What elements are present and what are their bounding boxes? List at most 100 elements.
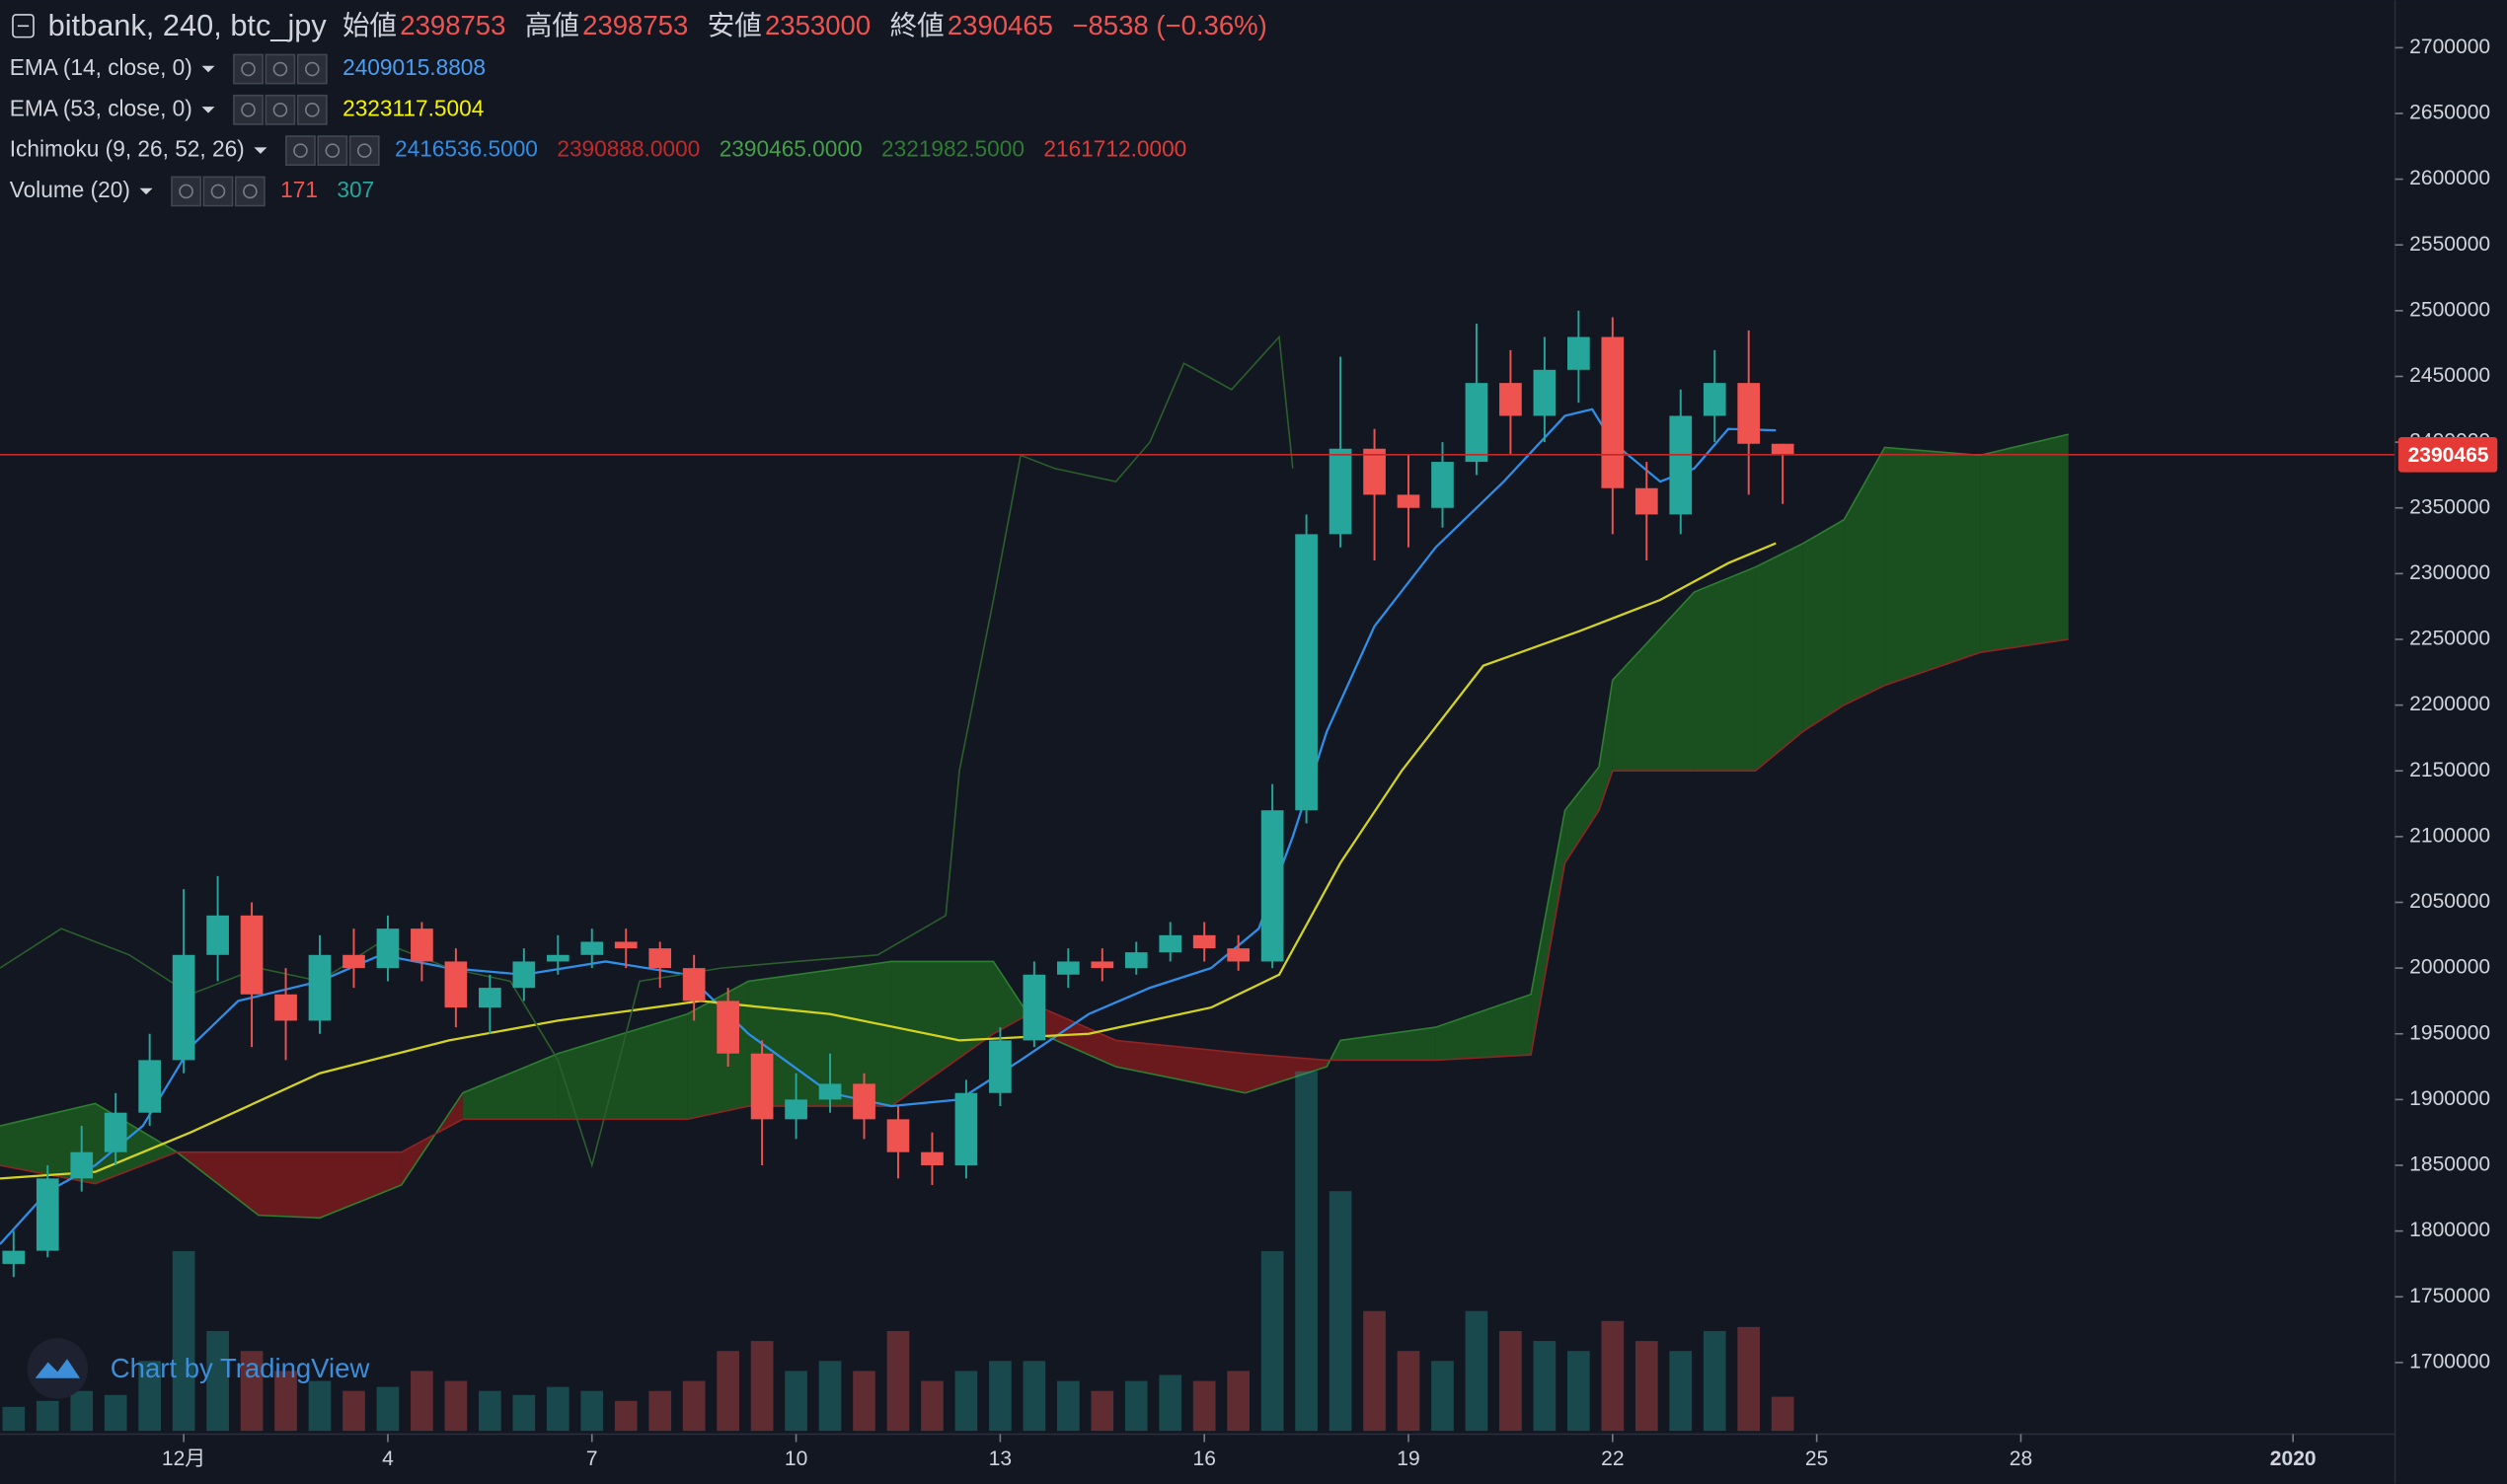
indicator-button-icon <box>210 184 226 199</box>
candle-body <box>1669 415 1693 515</box>
volume-bar <box>479 1390 501 1432</box>
quote-name: 高値 <box>525 10 579 40</box>
candle-body <box>1159 934 1182 953</box>
candle-body <box>342 954 365 969</box>
volume-bar <box>444 1380 468 1432</box>
indicator-button-icon <box>356 143 372 158</box>
cloud-segment <box>1435 994 1532 1061</box>
volume-bar <box>989 1361 1012 1432</box>
candle-body <box>580 941 604 955</box>
indicator-button[interactable] <box>285 135 316 167</box>
volume-bar <box>376 1386 400 1432</box>
cloud-segment <box>1564 767 1600 863</box>
watermark: Chart by TradingView <box>27 1338 370 1399</box>
candle-body <box>1124 952 1148 969</box>
candle-body <box>1703 383 1726 416</box>
quote-value: 2353000 <box>765 10 871 40</box>
volume-bar <box>1669 1351 1693 1432</box>
volume-bar <box>614 1400 638 1432</box>
volume-bar <box>818 1361 842 1432</box>
volume-bar <box>1124 1380 1148 1432</box>
candle-body <box>785 1099 807 1120</box>
indicator-value: 2390465.0000 <box>720 136 863 162</box>
quote-name: 終値 <box>890 10 945 40</box>
indicator-button[interactable] <box>265 94 296 125</box>
cloud-segment <box>1694 566 1756 772</box>
candle-body <box>1533 369 1557 416</box>
cloud-segment <box>462 1053 559 1120</box>
watermark-logo <box>27 1338 89 1399</box>
indicator-button-icon <box>241 103 256 117</box>
dropdown-arrow[interactable] <box>139 187 153 195</box>
indicator-button[interactable] <box>233 53 264 85</box>
y-tick-label: 2150000 <box>2409 759 2490 781</box>
indicator-line <box>0 408 1777 1245</box>
candle-body <box>36 1178 59 1251</box>
candle-body <box>1737 383 1761 444</box>
indicator-button[interactable] <box>265 53 296 85</box>
chart-title: bitbank, 240, btc_jpy <box>48 8 328 42</box>
cloud-segment <box>1340 1027 1436 1061</box>
volume-bar <box>411 1371 433 1432</box>
candle-body <box>479 988 501 1008</box>
x-tick-label: 7 <box>586 1447 598 1470</box>
y-tick-label: 2550000 <box>2409 233 2490 256</box>
candle-body <box>717 1001 739 1054</box>
candle-body <box>274 994 297 1021</box>
candle-body <box>206 915 229 955</box>
price-label-box <box>2397 436 2498 473</box>
indicator-button[interactable] <box>348 135 380 167</box>
volume-bar <box>274 1371 297 1432</box>
x-tick-label: 16 <box>1192 1447 1215 1470</box>
dropdown-arrow[interactable] <box>254 147 267 154</box>
y-tick-label: 2250000 <box>2409 628 2490 650</box>
dropdown-arrow[interactable] <box>201 65 215 73</box>
volume-bar <box>853 1371 875 1432</box>
volume-bar <box>546 1386 570 1432</box>
dropdown-arrow[interactable] <box>201 107 215 113</box>
candle-body <box>1397 494 1420 508</box>
indicator-button-icon <box>325 143 341 158</box>
volume-bar <box>1703 1330 1726 1432</box>
x-tick-label: 19 <box>1397 1447 1419 1470</box>
indicator-button[interactable] <box>233 94 264 125</box>
volume-bar <box>172 1250 195 1432</box>
volume-bar <box>240 1351 264 1432</box>
y-tick-label: 2100000 <box>2409 824 2490 847</box>
candle-body <box>750 1053 774 1120</box>
quote-value: 2398753 <box>582 10 688 40</box>
indicator-button[interactable] <box>202 176 234 207</box>
cloud-segment <box>748 961 892 1107</box>
indicator-name: EMA (14, close, 0) <box>10 54 192 80</box>
y-tick-label: 2600000 <box>2409 167 2490 189</box>
indicator-button[interactable] <box>171 176 201 207</box>
volume-bar <box>1431 1361 1454 1432</box>
indicator-button[interactable] <box>317 135 348 167</box>
candle-body <box>1771 443 1794 455</box>
indicator-button[interactable] <box>234 176 266 207</box>
legend: bitbank, 240, btc_jpy 始値 2398753 高値 2398753 安… <box>10 8 1267 207</box>
cloud-segment <box>1884 447 1981 686</box>
x-tick-label: 22 <box>1601 1447 1624 1470</box>
volume-bar <box>954 1371 978 1432</box>
indicator-button-icon <box>305 103 320 117</box>
candle-body <box>444 961 468 1008</box>
collapse-icon <box>12 14 35 38</box>
x-tick-label: 4 <box>382 1447 394 1470</box>
cloud-segment <box>1844 447 1885 705</box>
candle-body <box>1431 462 1454 508</box>
candle-body <box>376 928 400 969</box>
indicator-button[interactable] <box>296 94 328 125</box>
indicator-value: 2390888.0000 <box>557 136 700 162</box>
watermark-text[interactable]: Chart by TradingView <box>111 1353 370 1383</box>
indicator-button-icon <box>293 143 308 158</box>
indicator-button[interactable] <box>296 53 328 85</box>
volume-bar <box>1567 1351 1590 1432</box>
volume-bar <box>921 1380 944 1432</box>
volume-bar <box>1397 1351 1420 1432</box>
candle-body <box>1567 336 1590 370</box>
volume-bar <box>1601 1320 1625 1432</box>
indicator-name: Ichimoku (9, 26, 52, 26) <box>10 136 245 162</box>
